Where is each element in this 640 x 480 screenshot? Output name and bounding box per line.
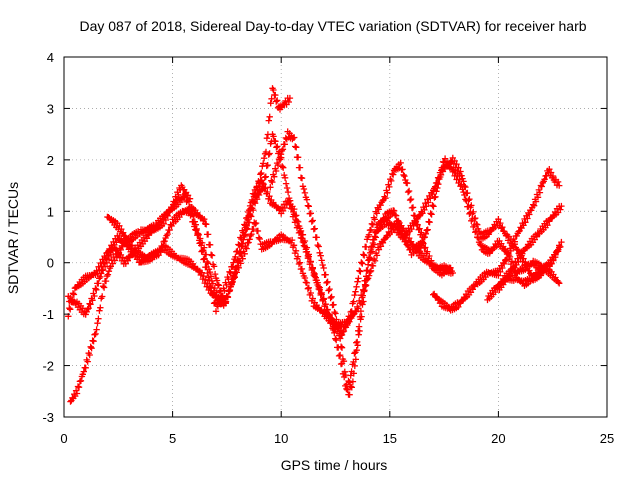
x-tick-label: 0 bbox=[60, 431, 67, 446]
x-tick-label: 15 bbox=[383, 431, 397, 446]
plot-frame bbox=[63, 56, 608, 418]
x-axis-label: GPS time / hours bbox=[281, 457, 388, 473]
y-tick-label: 2 bbox=[47, 153, 54, 168]
y-tick-label: 4 bbox=[47, 50, 54, 65]
series-track-7 bbox=[430, 166, 563, 314]
chart-title: Day 087 of 2018, Sidereal Day-to-day VTE… bbox=[79, 18, 586, 34]
y-axis-label: SDTVAR / TECUs bbox=[5, 182, 21, 294]
x-tick-label: 20 bbox=[491, 431, 505, 446]
y-tick-label: 1 bbox=[47, 204, 54, 219]
data-markers bbox=[67, 85, 294, 405]
y-tick-label: 0 bbox=[47, 256, 54, 271]
y-tick-label: -3 bbox=[42, 410, 54, 425]
y-tick-label: 3 bbox=[47, 101, 54, 116]
x-tick-label: 10 bbox=[274, 431, 288, 446]
data-series bbox=[65, 85, 565, 405]
data-markers bbox=[495, 238, 565, 294]
y-tick-label: -2 bbox=[42, 359, 54, 374]
axis-ticks: 0 5 10 15 20 25 -3 -2 -1 0 1 2 3 4 bbox=[42, 50, 614, 446]
y-tick-label: -1 bbox=[42, 307, 54, 322]
x-tick-label: 25 bbox=[600, 431, 614, 446]
data-markers bbox=[430, 166, 563, 314]
x-tick-label: 5 bbox=[169, 431, 176, 446]
series-track-9 bbox=[495, 238, 565, 294]
series-track-1 bbox=[67, 85, 294, 405]
